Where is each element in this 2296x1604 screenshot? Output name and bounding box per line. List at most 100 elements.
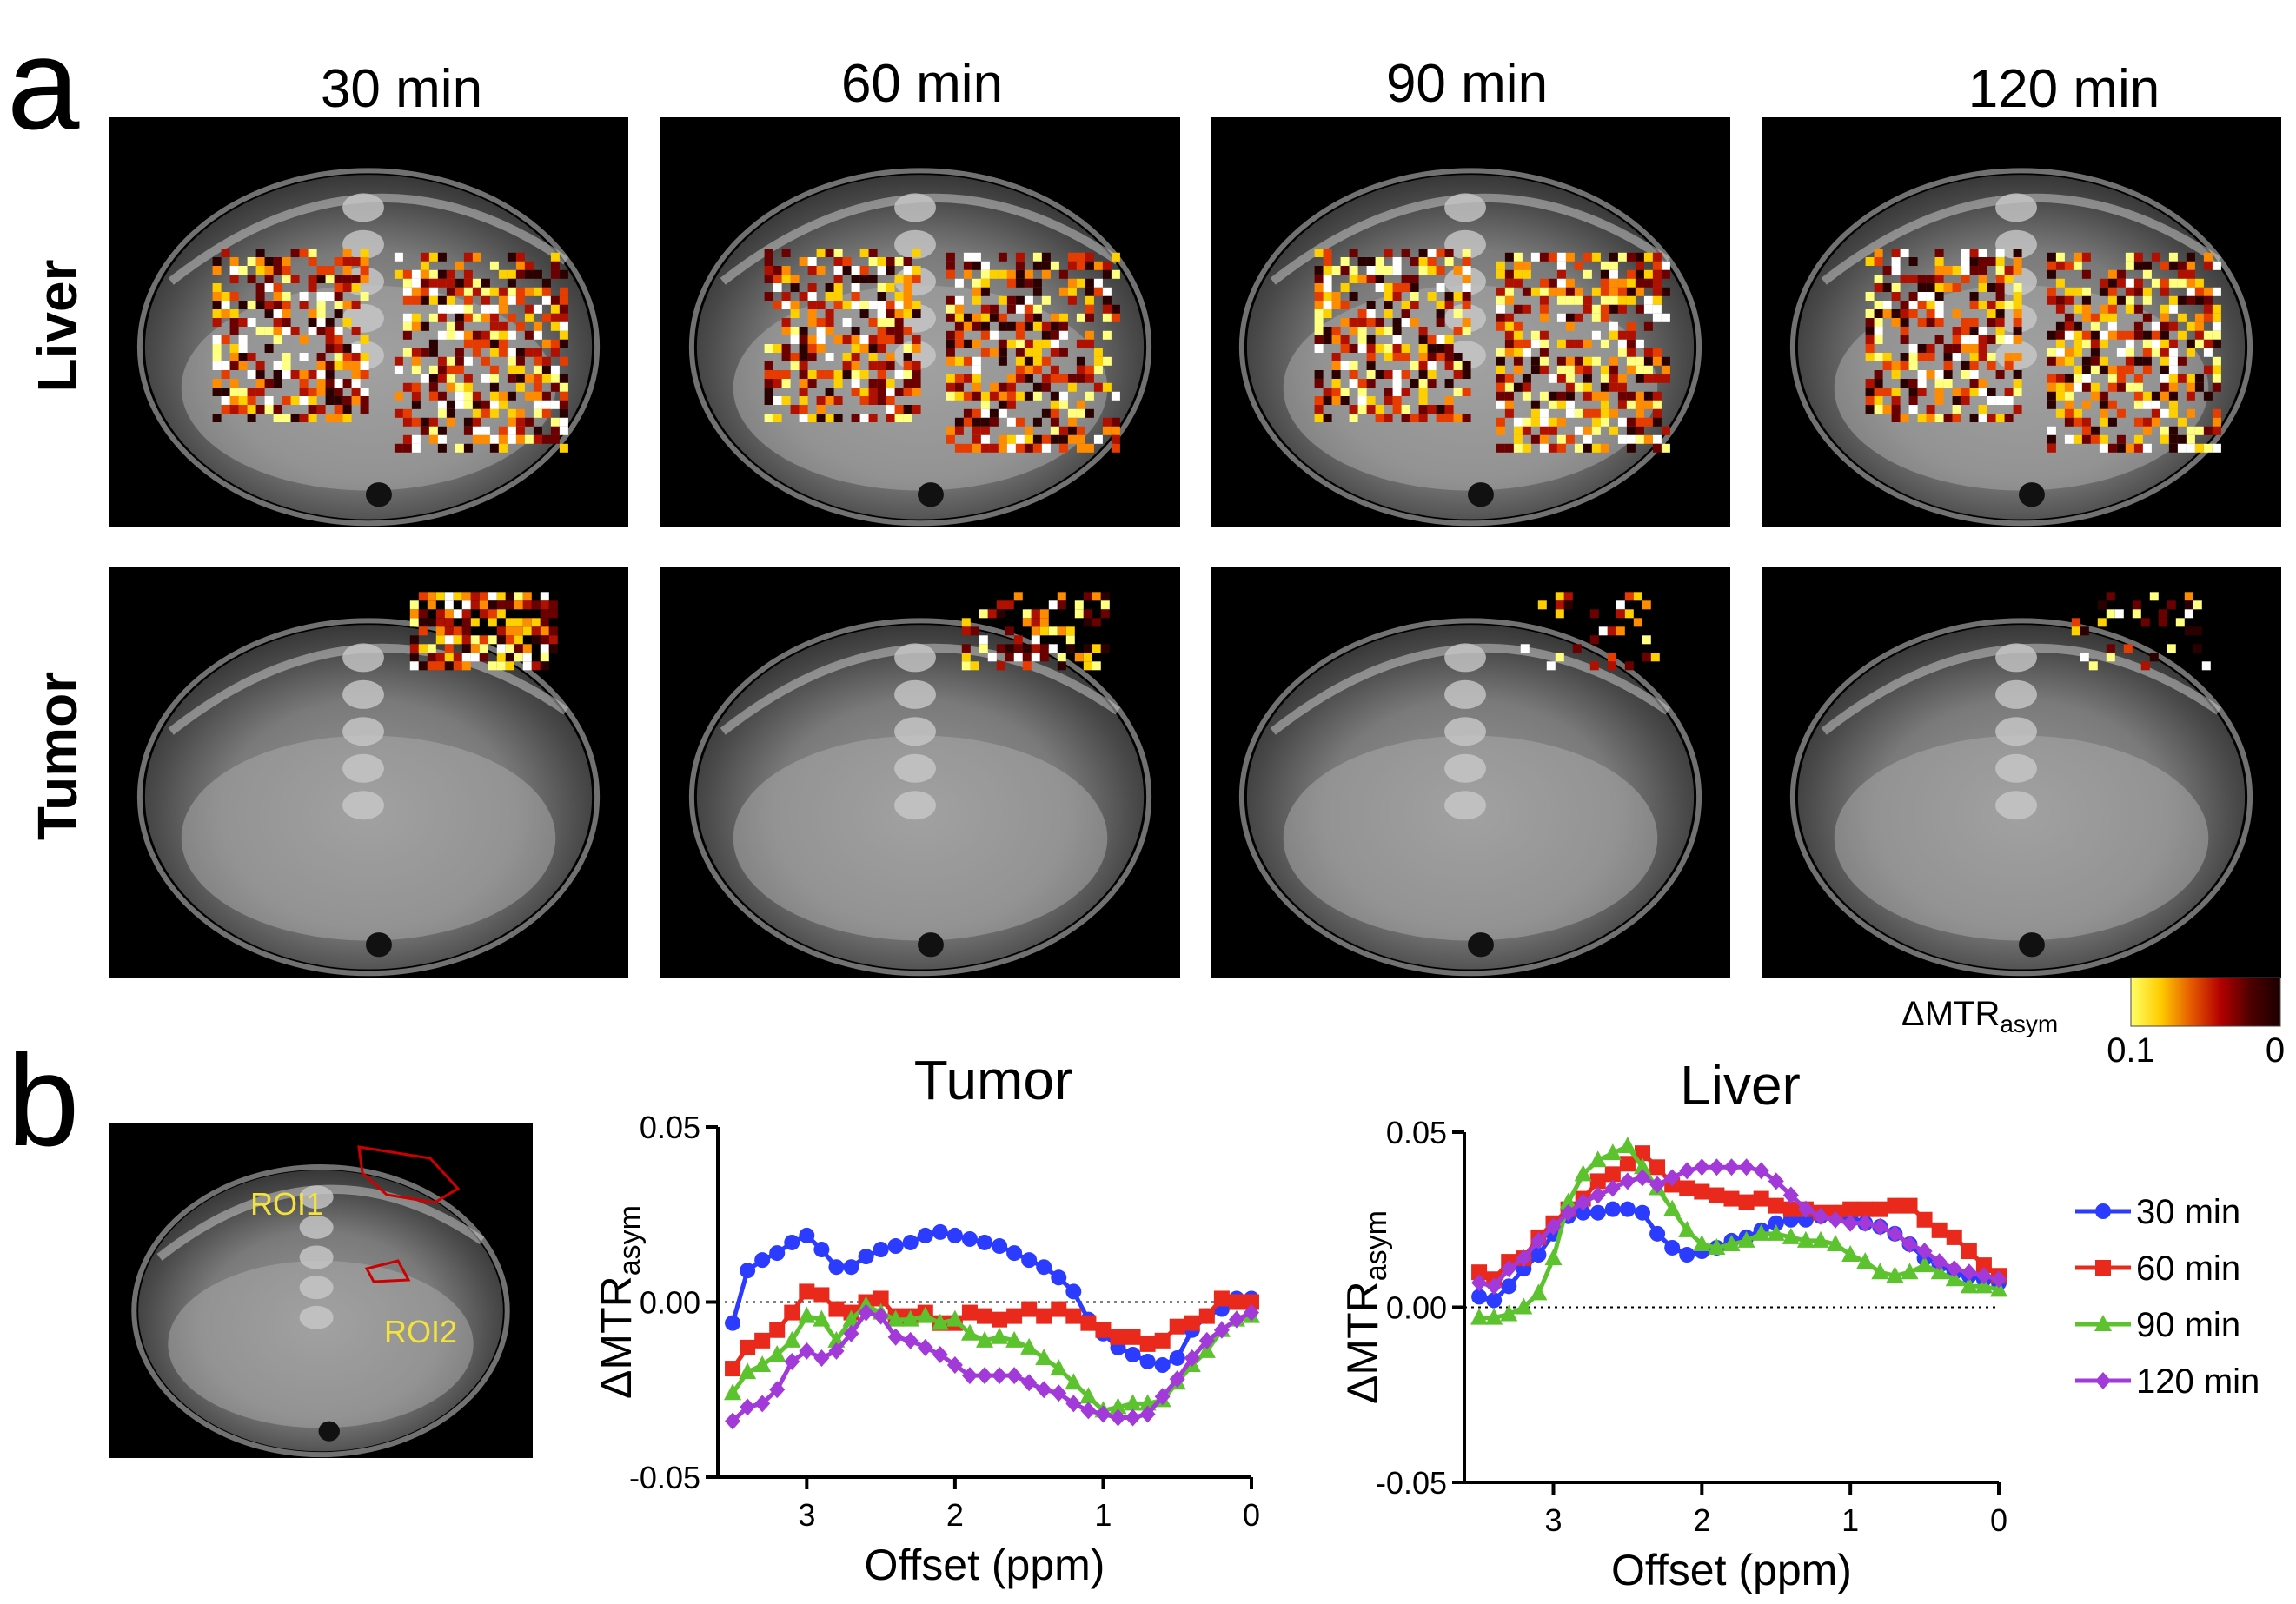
data-point [1887,1224,1903,1243]
data-point [1974,1276,1993,1294]
x-tick-label: 3 [798,1497,815,1533]
data-point [1753,1190,1769,1207]
data-point [768,1344,786,1362]
roi1-label: ROI1 [250,1186,323,1222]
y-tick-label: 0.00 [1386,1290,1447,1326]
data-point [1708,1237,1726,1255]
data-point [992,1311,1008,1328]
data-point [1021,1301,1038,1317]
data-point [1679,1180,1695,1196]
colorbar-max-label: 0 [2266,1031,2285,1070]
data-point [1021,1252,1038,1269]
data-point [813,1349,830,1367]
data-point [1184,1349,1200,1367]
data-point [754,1252,771,1269]
data-point [1842,1214,1859,1232]
data-point [1635,1204,1650,1221]
data-point [976,1330,993,1348]
row-label-tumor: Tumor [26,672,89,840]
x-axis-title: Offset (ppm) [1611,1546,1852,1594]
data-point [828,1342,845,1360]
data-point [1694,1158,1710,1176]
data-point [1050,1359,1068,1376]
data-point [1635,1145,1650,1162]
data-point [1723,1190,1740,1207]
data-point [1856,1252,1875,1269]
data-point [1738,1158,1755,1176]
data-point [960,1323,979,1341]
x-tick-label: 1 [1094,1497,1112,1533]
roi1-outline [357,1145,461,1204]
data-point [1080,1402,1097,1420]
data-point [740,1339,756,1355]
data-point [917,1338,933,1356]
data-point [1213,1321,1230,1339]
data-point [1006,1308,1023,1324]
data-point [858,1249,874,1265]
data-point [1767,1223,1785,1241]
data-point [961,1367,978,1385]
data-point [1124,1394,1142,1411]
data-point [1737,1230,1755,1248]
x-tick-label: 0 [1990,1502,2007,1538]
x-tick-label: 3 [1544,1502,1562,1538]
data-point [1020,1337,1039,1355]
data-point [1228,1310,1244,1329]
data-point [1574,1164,1592,1182]
column-title-3: 90 min [1386,54,1548,114]
data-point [739,1362,757,1380]
data-point [1589,1173,1606,1190]
data-point [1470,1308,1489,1325]
data-point [1635,1169,1650,1187]
data-point [886,1309,905,1327]
data-point [1095,1322,1112,1338]
data-point [784,1353,800,1371]
panel-b-label: b [7,1027,79,1173]
data-point [1169,1318,1185,1335]
series-120-min [725,1303,1259,1430]
data-point [1198,1331,1215,1349]
data-point [902,1234,919,1250]
data-point [1095,1405,1112,1423]
data-point [901,1309,919,1327]
data-point [1871,1263,1889,1280]
data-point [1065,1395,1082,1413]
data-point [828,1301,845,1317]
data-point [992,1367,1008,1385]
data-point [946,1356,963,1375]
series-30-min [725,1223,1259,1374]
data-point [1901,1263,1919,1280]
data-point [1975,1267,1992,1285]
data-point [1575,1193,1591,1211]
data-point [842,1309,860,1327]
roi2-outline [364,1259,411,1283]
data-point [754,1395,771,1413]
data-point [1154,1388,1171,1406]
legend: 30 min 60 min 90 min 120 min [2075,1193,2260,1401]
data-point [1961,1243,1977,1260]
data-point [1154,1357,1171,1374]
liver-chart: Liver 0.05 0.00 -0.05 3 2 1 0 Offset (ppm) ΔMTRas… [1338,1054,2007,1594]
data-point [1827,1234,1845,1251]
data-point [1931,1253,1948,1271]
data-point [1694,1183,1710,1200]
x-tick-label: 1 [1841,1502,1859,1538]
data-point [873,1242,889,1258]
data-point [1154,1332,1171,1349]
y-axis-title: ΔMTRasym [1338,1210,1393,1404]
data-point [961,1304,978,1321]
data-point [1021,1374,1038,1392]
mri-image-grid [109,117,2281,978]
data-point [1782,1201,1799,1217]
data-point [1678,1220,1696,1237]
data-point [1036,1381,1052,1399]
data-point [1886,1266,1904,1283]
data-point [799,1342,815,1360]
data-point [887,1238,904,1255]
y-tick-label: -0.05 [629,1460,700,1495]
data-point [769,1381,786,1399]
y-axis-title: ΔMTRasym [592,1205,647,1399]
colorbar-gradient [2130,977,2281,1027]
data-point [1975,1257,1992,1274]
data-point [1005,1330,1024,1348]
